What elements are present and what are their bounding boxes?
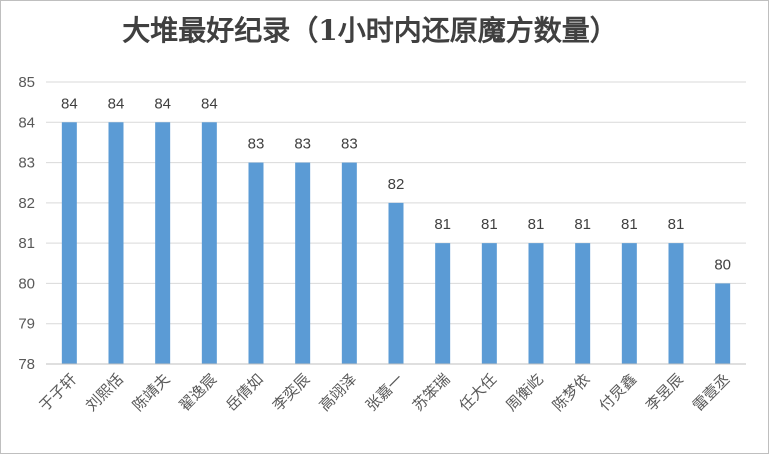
x-category-label: 张嘉一 [362, 370, 407, 415]
data-label: 83 [248, 136, 265, 153]
y-tick-label: 78 [18, 356, 35, 373]
data-label: 81 [574, 216, 591, 233]
y-tick-label: 83 [18, 155, 35, 172]
data-label: 81 [621, 216, 638, 233]
bar [61, 122, 77, 365]
x-axis-category-labels: 于子轩 刘熙恬 陈靖夫 翟逸宸 岳倩如 李奕辰 高翊泽 张嘉一 苏笨瑞 任大任 周衡屹 陈梦依 付炅鑫李… [36, 370, 734, 415]
y-tick-label: 80 [18, 275, 35, 292]
y-tick-label: 81 [18, 235, 35, 252]
data-label: 84 [201, 95, 218, 112]
y-axis-tick-labels: 78 79 80 81 82 83 84 85 [18, 74, 35, 373]
bar [248, 162, 264, 364]
y-tick-label: 84 [18, 114, 35, 131]
x-category-label: 陈梦依 [549, 370, 594, 415]
data-labels: 84 84 84 84 83 83 83 82 81 81 81 81 81 81 80 [61, 95, 731, 273]
x-category-label: 于子轩 [36, 370, 81, 415]
data-label: 84 [61, 95, 78, 112]
bar [481, 243, 497, 364]
x-category-label: 雷壹丞 [689, 370, 734, 415]
data-label: 83 [341, 136, 358, 153]
bar [668, 243, 684, 364]
bar [435, 243, 451, 364]
data-label: 82 [388, 176, 405, 193]
x-category-label: 刘熙恬 [82, 370, 127, 415]
bar [621, 243, 637, 364]
x-category-label: 岳倩如 [222, 370, 267, 415]
x-category-label: 高翊泽 [316, 370, 361, 415]
bar [341, 162, 357, 364]
y-tick-label: 82 [18, 195, 35, 212]
bar [108, 122, 124, 365]
bar [295, 162, 311, 364]
bar [715, 283, 731, 364]
data-label: 83 [294, 136, 311, 153]
data-label: 81 [528, 216, 545, 233]
bar [575, 243, 591, 364]
bar [388, 202, 404, 364]
bar [201, 122, 217, 365]
x-category-label: 翟逸宸 [176, 370, 221, 415]
x-category-label: 陈靖夫 [129, 370, 174, 415]
data-label: 81 [481, 216, 498, 233]
data-label: 81 [434, 216, 451, 233]
x-category-label: 付炅鑫 [596, 370, 641, 415]
data-label: 80 [714, 256, 731, 273]
y-tick-label: 79 [18, 316, 35, 333]
x-category-label: 李昱辰 [642, 370, 687, 415]
x-category-label: 周衡屹 [502, 370, 547, 415]
bars [61, 122, 731, 365]
x-category-label: 任大任 [456, 370, 501, 415]
x-category-label: 苏笨瑞 [409, 370, 454, 415]
data-label: 81 [668, 216, 685, 233]
chart-title: 大堆最好纪录（1小时内还原魔方数量） [122, 14, 618, 47]
bar [155, 122, 171, 365]
data-label: 84 [108, 95, 125, 112]
bar [528, 243, 544, 364]
y-tick-label: 85 [18, 74, 35, 91]
x-category-label: 李奕辰 [269, 370, 314, 415]
data-label: 84 [154, 95, 171, 112]
